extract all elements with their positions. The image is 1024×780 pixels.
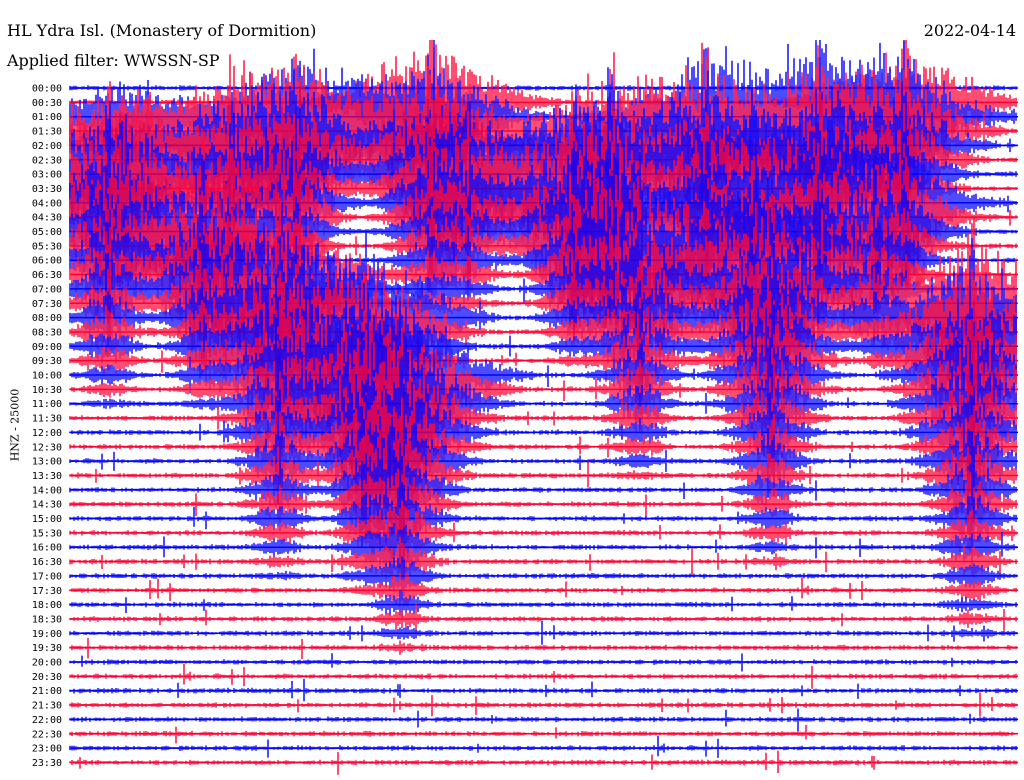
seismic-trace (69, 474, 1017, 568)
tick-label: 03:00 (32, 170, 62, 181)
tick-label: 14:00 (32, 485, 62, 496)
tick-label: 03:30 (32, 184, 62, 195)
tick-label: 09:30 (32, 356, 62, 367)
tick-label: 00:00 (32, 84, 62, 95)
seismic-trace (69, 603, 1017, 635)
tick-label: 02:00 (32, 141, 62, 152)
tick-label: 07:00 (32, 284, 62, 295)
tick-label: 07:30 (32, 299, 62, 310)
tick-label: 06:30 (32, 270, 62, 281)
tick-label: 22:30 (32, 729, 62, 740)
seismic-trace (69, 678, 1017, 702)
tick-label: 15:30 (32, 528, 62, 539)
seismic-trace (69, 440, 1017, 535)
tick-label: 19:30 (32, 643, 62, 654)
tick-label: 08:00 (32, 313, 62, 324)
tick-label: 16:00 (32, 543, 62, 554)
seismic-trace (69, 735, 1017, 758)
tick-label: 13:00 (32, 457, 62, 468)
tick-label: 14:30 (32, 500, 62, 511)
station-title: HL Ydra Isl. (Monastery of Dormition) (7, 21, 317, 40)
tick-label: 13:30 (32, 471, 62, 482)
tick-label: 11:00 (32, 399, 62, 410)
seismic-trace (69, 501, 1017, 577)
tick-label: 10:30 (32, 385, 62, 396)
tick-label: 05:30 (32, 241, 62, 252)
filter-label: Applied filter: WWSSN-SP (7, 51, 220, 70)
seismic-trace (69, 455, 1017, 539)
tick-label: 02:30 (32, 155, 62, 166)
tick-label: 11:30 (32, 414, 62, 425)
tick-label: 05:00 (32, 227, 62, 238)
seismic-trace (69, 572, 1017, 607)
tick-label: 23:00 (32, 744, 62, 755)
tick-label: 19:00 (32, 629, 62, 640)
seismic-trace (69, 406, 1017, 536)
tick-label: 10:00 (32, 371, 62, 382)
tick-label: 23:30 (32, 758, 62, 769)
tick-label: 00:30 (32, 98, 62, 109)
tick-label: 20:00 (32, 658, 62, 669)
tick-label: 04:00 (32, 198, 62, 209)
tick-label: 12:30 (32, 442, 62, 453)
tick-label: 17:30 (32, 586, 62, 597)
seismic-trace (69, 653, 1017, 672)
tick-label: 08:30 (32, 327, 62, 338)
tick-label: 17:00 (32, 571, 62, 582)
tick-label: 22:00 (32, 715, 62, 726)
tick-label: 20:30 (32, 672, 62, 683)
tick-label: 18:30 (32, 614, 62, 625)
tick-label: 21:30 (32, 701, 62, 712)
seismic-trace (69, 692, 1017, 717)
tick-label: 15:00 (32, 514, 62, 525)
tick-label: 06:00 (32, 256, 62, 267)
tick-label: 04:30 (32, 213, 62, 224)
seismic-trace (69, 590, 1017, 619)
seismic-trace (69, 522, 1017, 574)
seismic-trace (69, 637, 1017, 659)
tick-label: 21:00 (32, 686, 62, 697)
tick-label: 12:00 (32, 428, 62, 439)
seismic-trace (69, 725, 1017, 744)
tick-label: 16:30 (32, 557, 62, 568)
tick-label: 09:00 (32, 342, 62, 353)
seismic-trace (69, 750, 1017, 775)
tick-label: 01:30 (32, 127, 62, 138)
date-label: 2022-04-14 (923, 21, 1016, 40)
seismic-trace (69, 620, 1017, 645)
seismic-trace (69, 536, 1017, 582)
time-tick-labels: 00:00 00:30 01:00 01:30 02:00 02:30 03:00 03:30… (32, 84, 62, 769)
seismic-trace (69, 708, 1017, 732)
seismic-trace (69, 663, 1017, 689)
tick-label: 18:00 (32, 600, 62, 611)
y-axis-label: HNZ - 25000 (8, 388, 22, 462)
trace-group (69, 40, 1018, 775)
seismic-trace (69, 556, 1017, 597)
tick-label: 01:00 (32, 112, 62, 123)
